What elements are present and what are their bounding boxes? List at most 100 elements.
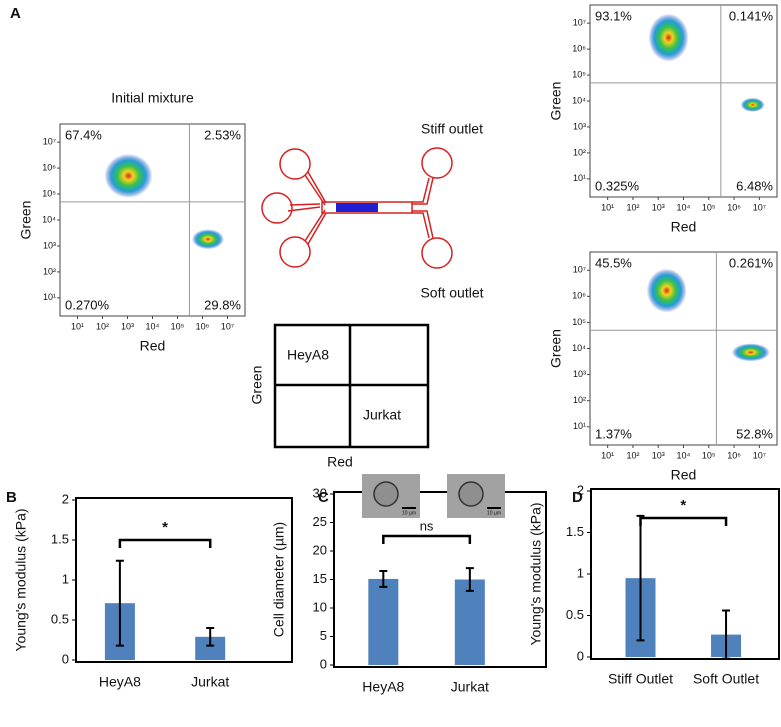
- error-bar: [379, 569, 388, 588]
- x-tick-label: 10⁷: [753, 450, 766, 460]
- y-axis-label: Green: [548, 329, 564, 368]
- x-tick-label: 10⁵: [702, 450, 716, 460]
- quadrant-percent: 0.261%: [729, 255, 774, 270]
- x-tick-label: 10¹: [601, 450, 614, 460]
- y-tick-label: 10⁴: [572, 343, 586, 353]
- scale-label: 10 µm: [402, 510, 416, 516]
- x-tick-label: 10⁴: [677, 202, 691, 212]
- significance-bracket: [382, 534, 472, 544]
- quadrant-percent: 67.4%: [65, 127, 102, 142]
- y-tick-label: 2: [62, 491, 69, 506]
- y-tick-label: 0: [62, 651, 69, 666]
- y-tick-label: 10³: [43, 240, 56, 250]
- quadrant-percent: 45.5%: [595, 255, 632, 270]
- x-tick-label: Jurkat: [191, 674, 229, 690]
- y-tick-label: 10⁷: [573, 265, 586, 275]
- quadrant-percent: 93.1%: [595, 8, 632, 23]
- y-tick-label: 10⁵: [572, 69, 586, 79]
- y-tick-label: 10¹: [573, 421, 586, 431]
- error-bar: [206, 627, 215, 647]
- x-tick-label: Stiff Outlet: [608, 671, 673, 687]
- y-tick-label: 1.5: [566, 524, 584, 539]
- density-cloud: [192, 229, 224, 250]
- y-axis-label: Cell diameter (µm): [271, 522, 287, 637]
- y-tick-label: 10²: [573, 147, 586, 157]
- scale-label: 10 µm: [487, 510, 501, 516]
- y-tick-label: 10²: [573, 395, 586, 405]
- panel-label: C: [318, 489, 329, 506]
- x-tick-label: 10¹: [71, 321, 84, 331]
- x-tick-label: 10²: [626, 450, 639, 460]
- x-tick-label: 10⁷: [753, 202, 766, 212]
- y-tick-label: 0.5: [566, 607, 584, 622]
- density-cloud: [731, 343, 770, 362]
- y-tick-label: 10⁷: [573, 18, 586, 28]
- y-tick-label: 10⁶: [572, 43, 586, 53]
- x-axis-label: Red: [671, 219, 697, 235]
- quadrant-percent: 52.8%: [736, 426, 773, 441]
- y-tick-label: 0: [577, 648, 584, 663]
- density-cloud: [104, 153, 153, 198]
- outlet-label: Soft outlet: [420, 285, 483, 301]
- quadrant-percent: 2.53%: [204, 127, 241, 142]
- y-tick-label: 25: [313, 514, 327, 529]
- panel-label: D: [572, 489, 583, 506]
- y-axis-label: Young's modulus (kPa): [13, 508, 29, 651]
- y-tick-label: 1: [62, 571, 69, 586]
- x-tick-label: 10³: [121, 321, 134, 331]
- channel-diagram: [261, 147, 453, 269]
- y-tick-label: 10⁵: [572, 317, 586, 327]
- quadrant-percent: 0.325%: [595, 178, 640, 193]
- x-tick-label: HeyA8: [99, 674, 141, 690]
- x-tick-label: 10⁵: [702, 202, 716, 212]
- significance-label: *: [162, 519, 168, 536]
- x-tick-label: 10⁴: [146, 321, 160, 331]
- x-tick-label: Soft Outlet: [693, 671, 759, 687]
- plot-frame: [590, 488, 780, 660]
- quadrant-percent: 6.48%: [736, 178, 773, 193]
- bar: [368, 578, 399, 665]
- y-tick-label: 10⁴: [572, 95, 586, 105]
- x-tick-label: 10²: [96, 321, 109, 331]
- y-tick-label: 10⁵: [42, 188, 56, 198]
- y-tick-label: 10¹: [573, 173, 586, 183]
- x-tick-label: 10²: [626, 202, 639, 212]
- y-tick-label: 20: [313, 542, 327, 557]
- y-tick-label: 10⁶: [572, 291, 586, 301]
- y-tick-label: 0: [320, 656, 327, 671]
- y-axis-label: Green: [548, 82, 564, 121]
- quadrant-key: [273, 323, 430, 449]
- error-bar: [636, 514, 645, 642]
- quadrant-percent: 0.270%: [65, 297, 110, 312]
- x-tick-label: 10⁴: [677, 450, 691, 460]
- bar: [454, 579, 485, 665]
- x-tick-label: 10⁶: [727, 202, 741, 212]
- y-tick-label: 1: [577, 565, 584, 580]
- error-bar: [115, 559, 124, 647]
- plot-frame: [333, 491, 547, 668]
- significance-label: ns: [420, 518, 434, 533]
- significance-label: *: [680, 497, 686, 514]
- panel-label: B: [6, 489, 17, 506]
- y-tick-label: 1.5: [51, 531, 69, 546]
- density-cloud: [648, 13, 689, 62]
- x-tick-label: 10¹: [601, 202, 614, 212]
- key-label: HeyA8: [287, 347, 329, 363]
- error-bar: [465, 567, 474, 592]
- x-tick-label: 10⁷: [221, 321, 234, 331]
- x-tick-label: 10⁶: [727, 450, 741, 460]
- key-label: Jurkat: [363, 407, 401, 423]
- bar: [195, 636, 226, 660]
- y-tick-label: 10³: [573, 121, 586, 131]
- y-tick-label: 10⁷: [43, 137, 56, 147]
- density-cloud: [740, 97, 765, 112]
- y-axis-label: Young's modulus (kPa): [528, 502, 544, 645]
- x-tick-label: 10³: [652, 450, 665, 460]
- chart-title: Initial mixture: [111, 90, 194, 106]
- outlet-label: Stiff outlet: [421, 121, 483, 137]
- y-tick-label: 10⁴: [42, 214, 56, 224]
- y-tick-label: 10: [313, 599, 327, 614]
- quadrant-percent: 0.141%: [729, 8, 774, 23]
- quadrant-percent: 1.37%: [595, 426, 632, 441]
